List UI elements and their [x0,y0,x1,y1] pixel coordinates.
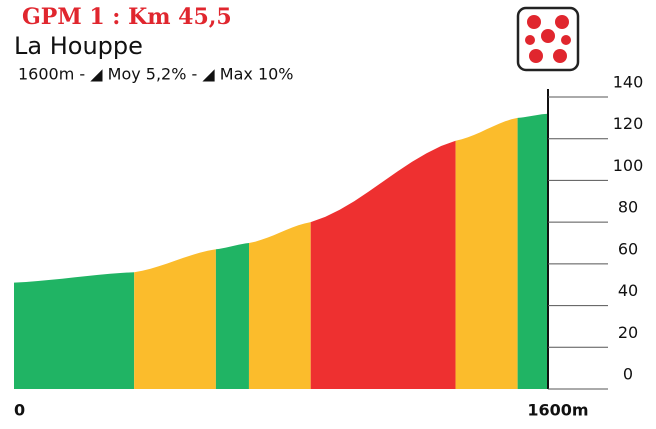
chart-title: GPM 1 : Km 45,5 [22,4,232,30]
y-tick-label: 80 [618,198,638,217]
y-tick-label: 120 [613,114,644,133]
profile-segment [248,222,311,389]
profile-segment [134,249,216,389]
y-tick-label: 100 [613,156,644,175]
profile-segment [455,117,518,390]
profile-segment [14,272,135,389]
profile-segment [310,140,456,389]
y-tick-label: 40 [618,281,638,300]
y-tick-label: 20 [618,323,638,342]
y-tick-label: 60 [618,239,638,258]
climb-info: 1600m - ◢ Moy 5,2% - ◢ Max 10% [18,65,294,84]
y-tick-label: 0 [623,365,633,384]
y-tick-label: 140 [613,73,644,92]
chart-subtitle: La Houppe [14,32,143,60]
x-tick-label: 1600m [527,401,588,420]
profile-segment [517,113,548,389]
x-tick-label: 0 [14,401,25,420]
profile-segment [215,243,249,389]
polka-jersey-icon [516,6,580,72]
